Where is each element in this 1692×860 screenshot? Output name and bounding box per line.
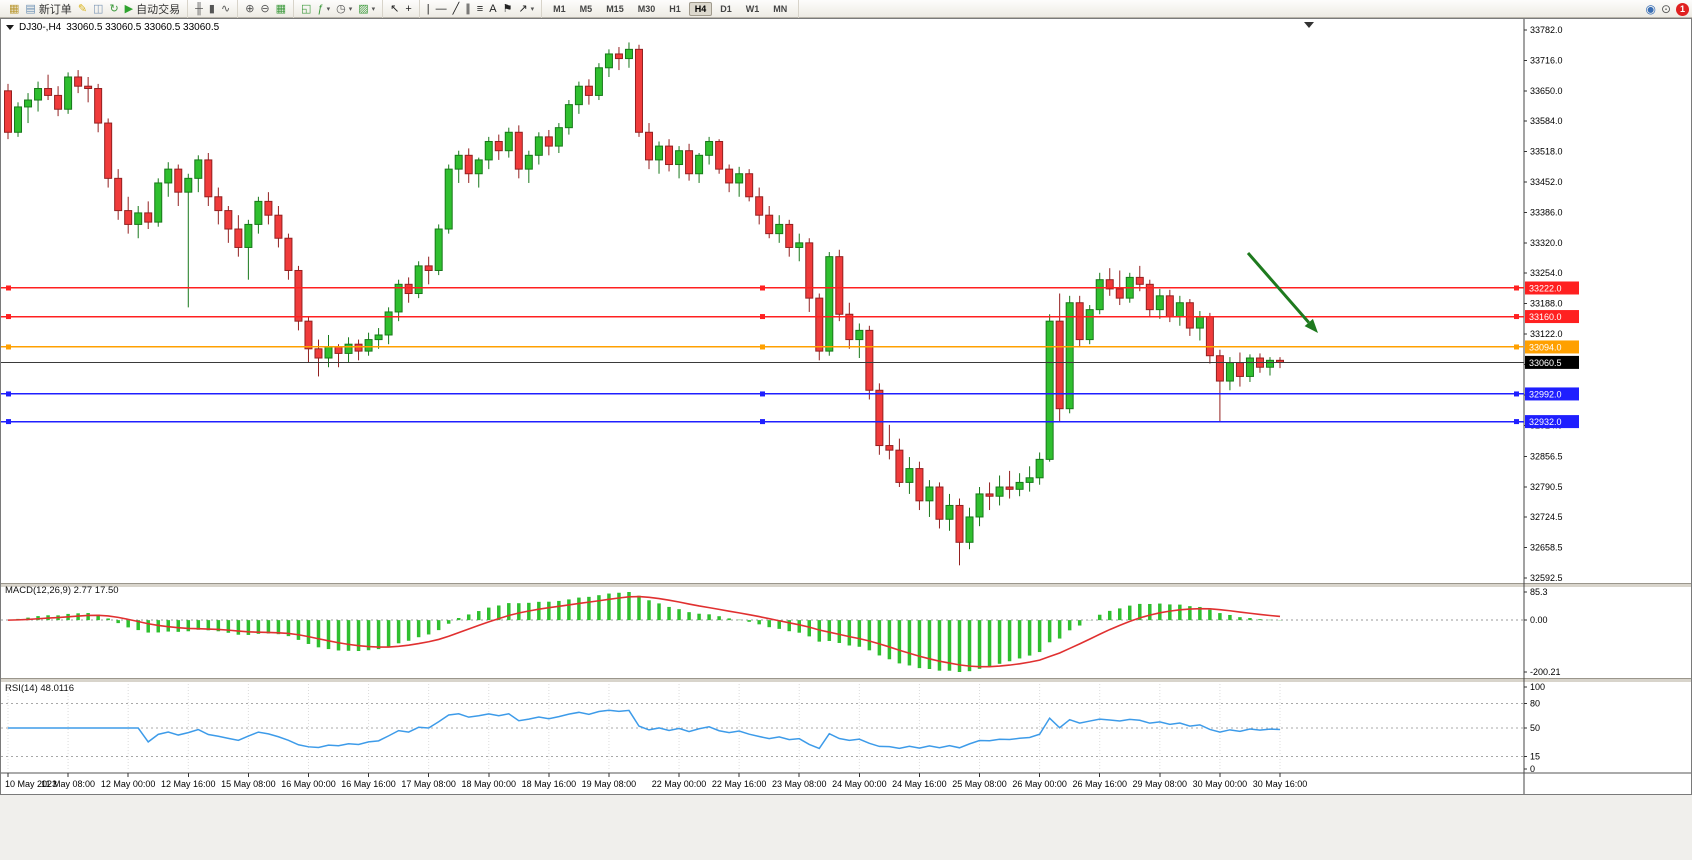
line-chart-icon[interactable]: ∿ (218, 1, 233, 17)
label-icon[interactable]: ⚑ (500, 1, 516, 17)
timeframe-button-m5[interactable]: M5 (579, 3, 593, 14)
macd-name: MACD(12,26,9) (5, 585, 71, 596)
refresh-icon[interactable]: ↻ (106, 1, 121, 17)
vertical-line-icon: | (426, 2, 430, 15)
panel-separator-rsi[interactable] (1, 678, 1691, 683)
main-toolbar: ▦ ▤ 新订单 ✎ ◫ ↻ ▶ 自动交易 ╫ ▮ ∿ ⊕ ⊖ ▦ ◱ ƒ ▾ ◷ ▾ ▨ ▾ ↖ + | — ╱ ∥ ≡ A ⚑ ↗ ▾ M1 M… (0, 0, 1692, 18)
zoom-in-icon: ⊕ (245, 2, 255, 15)
chart-type-group: ╫ ▮ ∿ (188, 0, 239, 18)
timeframe-button-w1[interactable]: W1 (745, 3, 760, 14)
community-icon[interactable]: ◉ (1645, 2, 1656, 16)
chart-header: DJ30-,H4 33060.5 33060.5 33060.5 33060.5 (6, 22, 219, 33)
text-icon: A (489, 2, 497, 15)
timeframe-button-m1[interactable]: M1 (553, 3, 566, 14)
period-dropdown-icon: ◷ (336, 2, 346, 15)
dropdown-caret-icon: ▾ (326, 5, 331, 13)
auto-trading-button-label: 自动交易 (136, 3, 181, 16)
zoom-in-icon[interactable]: ⊕ (242, 1, 257, 17)
timeframe-button-m15[interactable]: M15 (606, 3, 624, 14)
bottom-strip (0, 795, 1692, 860)
macd-signal-value: 17.50 (94, 585, 119, 596)
crosshair-icon[interactable]: + (402, 1, 414, 17)
label-icon: ⚑ (502, 2, 513, 15)
dropdown-caret-icon: ▾ (371, 5, 376, 13)
dropdown-caret-icon: ▾ (348, 5, 353, 13)
metaeditor-icon: ✎ (77, 2, 88, 15)
macd-indicator-label: MACD(12,26,9) 2.77 17.50 (5, 585, 119, 596)
channel-icon: ∥ (465, 2, 471, 15)
new-chart-icon: ▦ (9, 2, 20, 15)
cursor-icon: ↖ (390, 2, 400, 15)
shapes-dropdown-icon[interactable]: ↗ ▾ (515, 1, 537, 17)
chart-ohlc-values: 33060.5 33060.5 33060.5 33060.5 (66, 22, 220, 33)
window-group: ◱ ƒ ▾ ◷ ▾ ▨ ▾ (294, 0, 384, 18)
horizontal-line-icon: — (435, 2, 447, 15)
market-watch-icon: ◫ (93, 2, 104, 15)
toolbar-right: ◉ ⊙ 1 (1645, 1, 1689, 17)
market-watch-icon[interactable]: ◫ (90, 1, 106, 17)
timeframe-button-h4[interactable]: H4 (688, 1, 713, 16)
channel-icon[interactable]: ∥ (462, 1, 474, 17)
trendline-icon: ╱ (452, 2, 460, 15)
horizontal-line-icon[interactable]: — (433, 1, 450, 17)
candlestick-chart-icon[interactable]: ▮ (206, 1, 218, 17)
file-group: ▦ ▤ 新订单 ✎ ◫ ↻ ▶ 自动交易 (2, 0, 189, 18)
new-chart-icon[interactable]: ▦ (6, 1, 22, 17)
cursor-group: ↖ + (383, 0, 420, 18)
rsi-value: 48.0116 (40, 683, 75, 694)
timeframe-button-m30[interactable]: M30 (637, 3, 656, 14)
chart-shift-marker[interactable] (1304, 22, 1314, 28)
timeframe-button-h1[interactable]: H1 (669, 3, 681, 14)
new-order-button-label: 新订单 (38, 3, 72, 16)
zoom-group: ⊕ ⊖ ▦ (238, 0, 295, 18)
period-dropdown-icon[interactable]: ◷ ▾ (333, 1, 355, 17)
candlestick-chart-icon: ▮ (208, 2, 215, 15)
metaeditor-icon[interactable]: ✎ (75, 1, 90, 17)
new-window-icon[interactable]: ◱ (298, 1, 314, 17)
bar-chart-icon[interactable]: ╫ (192, 1, 206, 17)
line-chart-icon: ∿ (220, 2, 231, 15)
chart-symbol-period: DJ30-,H4 (19, 22, 62, 33)
chart-collapse-icon[interactable] (6, 25, 14, 30)
vertical-line-icon[interactable]: | (424, 1, 433, 17)
crosshair-icon: + (405, 2, 412, 15)
fibonacci-icon[interactable]: ≡ (474, 1, 486, 17)
fibonacci-icon: ≡ (476, 2, 484, 15)
new-window-icon: ◱ (301, 2, 312, 15)
zoom-out-icon[interactable]: ⊖ (257, 1, 272, 17)
zoom-out-icon: ⊖ (260, 2, 270, 15)
indicators-icon: ƒ (317, 2, 324, 15)
template-icon: ▨ (358, 2, 369, 15)
refresh-icon: ↻ (109, 2, 119, 15)
notification-badge[interactable]: 1 (1676, 2, 1689, 16)
tile-windows-icon: ▦ (275, 2, 287, 15)
text-icon[interactable]: A (486, 1, 499, 17)
template-icon[interactable]: ▨ ▾ (355, 1, 378, 17)
rsi-indicator-label: RSI(14) 48.0116 (5, 683, 74, 694)
trendline-icon[interactable]: ╱ (450, 1, 463, 17)
dropdown-caret-icon: ▾ (530, 5, 535, 13)
auto-trading-button: ▶ (124, 2, 134, 15)
shapes-dropdown-icon: ↗ (518, 2, 528, 15)
rsi-name: RSI(14) (5, 683, 38, 694)
auto-trading-button[interactable]: ▶ 自动交易 (122, 1, 183, 17)
timeframe-button-d1[interactable]: D1 (720, 3, 732, 14)
panel-separator-macd[interactable] (1, 583, 1691, 588)
tile-windows-icon[interactable]: ▦ (273, 1, 289, 17)
new-order-button[interactable]: ▤ 新订单 (22, 1, 74, 17)
macd-value: 2.77 (73, 585, 93, 596)
line-tools-group: | — ╱ ∥ ≡ A ⚑ ↗ ▾ (420, 0, 543, 18)
new-order-button: ▤ (25, 2, 36, 15)
search-icon[interactable]: ⊙ (1660, 2, 1671, 16)
timeframe-button-mn[interactable]: MN (773, 3, 788, 14)
bar-chart-icon: ╫ (195, 2, 203, 15)
cursor-icon[interactable]: ↖ (387, 1, 402, 17)
indicators-icon[interactable]: ƒ ▾ (314, 1, 333, 17)
timeframe-group: M1 M5 M15 M30 H1 H4 D1 W1 MN (542, 0, 800, 18)
